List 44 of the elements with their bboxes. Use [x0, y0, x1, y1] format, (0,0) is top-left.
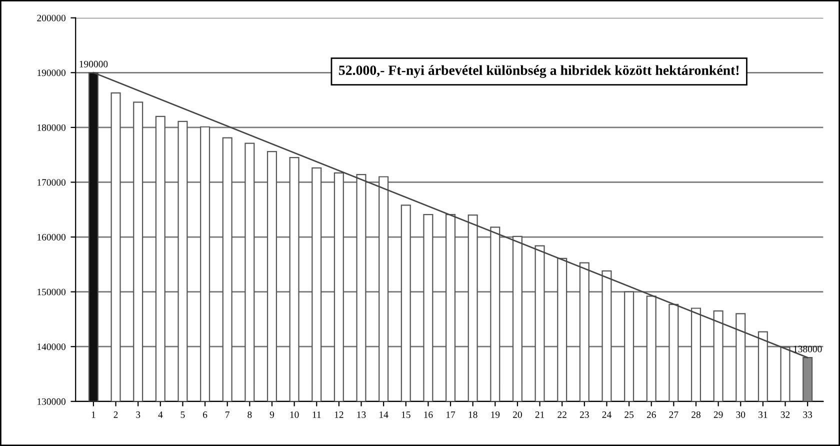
- x-tick-label: 6: [203, 411, 208, 418]
- y-tick-label: 190000: [38, 70, 66, 76]
- x-tick-label: 31: [758, 411, 768, 418]
- x-tick-label: 29: [714, 411, 723, 418]
- y-tick-label: 160000: [38, 234, 66, 240]
- y-tick-label: 200000: [37, 14, 66, 22]
- y-tick-label: 180000: [38, 124, 66, 131]
- x-tick-label: 17: [446, 411, 456, 418]
- x-tick-label: 25: [624, 411, 634, 418]
- x-tick-label: 13: [357, 411, 366, 418]
- y-tick-label: 130000: [38, 398, 66, 405]
- x-tick-label: 12: [334, 411, 344, 418]
- x-tick-label: 18: [468, 411, 478, 418]
- data-label: 190000: [80, 60, 108, 68]
- x-tick-label: 24: [602, 411, 612, 418]
- x-tick-label: 20: [513, 411, 522, 418]
- x-tick-label: 4: [158, 411, 163, 418]
- x-tick-label: 7: [226, 412, 230, 418]
- x-tick-label: 19: [491, 411, 500, 418]
- x-tick-label: 3: [136, 411, 140, 418]
- x-tick-label: 22: [558, 411, 566, 418]
- annotation: 52.000,- Ft-nyi árbevétel különbség a hibridek között hektáronként!: [338, 65, 739, 78]
- x-tick-label: 5: [180, 412, 185, 418]
- x-tick-label: 28: [692, 411, 700, 418]
- x-tick-label: 23: [580, 411, 589, 418]
- y-tick-label: 150000: [38, 288, 66, 296]
- x-tick-label: 14: [380, 411, 388, 418]
- x-tick-label: 30: [736, 411, 746, 418]
- x-tick-label: 32: [780, 411, 790, 418]
- x-tick-label: 1: [92, 411, 96, 418]
- y-tick-label: 170000: [38, 179, 66, 186]
- x-tick-label: 11: [312, 411, 321, 418]
- x-tick-label: 9: [270, 411, 274, 418]
- x-tick-label: 16: [424, 411, 433, 418]
- y-tick-label: 140000: [38, 344, 66, 350]
- x-tick-label: 15: [402, 411, 410, 418]
- data-label: 138000: [794, 346, 822, 352]
- x-tick-label: 26: [646, 411, 656, 418]
- x-tick-label: 21: [535, 411, 544, 418]
- x-tick-label: 10: [290, 411, 299, 418]
- x-tick-label: 27: [669, 411, 678, 418]
- x-tick-label: 8: [248, 411, 252, 418]
- x-tick-label: 33: [803, 411, 812, 418]
- x-tick-label: 2: [114, 411, 118, 418]
